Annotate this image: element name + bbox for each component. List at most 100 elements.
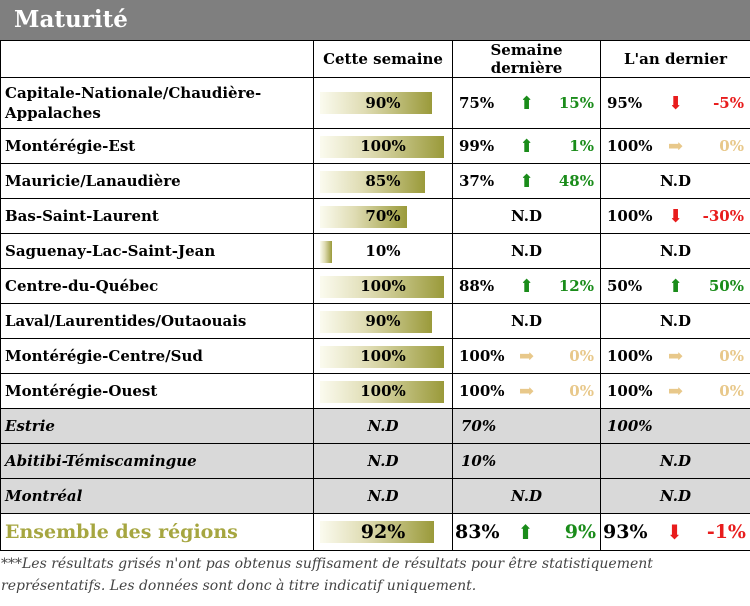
this-week-value: N.D — [313, 443, 453, 479]
last-year-cell: 100% ➡ 0% — [600, 128, 750, 164]
previous-value: 100% — [607, 207, 653, 225]
last-year-value: N.D — [600, 478, 750, 514]
header-this-week: Cette semaine — [313, 40, 453, 78]
previous-value: 83% — [455, 521, 500, 543]
last-year-cell-pair: 50% ⬆ 50% — [601, 276, 750, 297]
this-week-value: 90% — [365, 94, 401, 112]
page-title: Maturité — [0, 0, 750, 40]
arrow-right-icon: ➡ — [667, 380, 684, 402]
region-name: Saguenay-Lac-Saint-Jean — [0, 233, 314, 269]
last-year-cell: 50% ⬆ 50% — [600, 268, 750, 304]
this-week-cell: 70% — [313, 198, 453, 234]
total-label: Ensemble des régions — [0, 513, 314, 551]
table-row: Montérégie-Centre/Sud 100% 100% ➡ 0% 100% ➡ 0% — [0, 338, 750, 374]
last-week-cell-pair: 37% ⬆ 48% — [453, 171, 600, 192]
previous-value: 93% — [603, 521, 648, 543]
this-week-cell: 100% — [313, 268, 453, 304]
this-week-value: 100% — [360, 137, 406, 155]
last-year-cell: N.D — [600, 303, 750, 339]
last-year-cell: N.D — [600, 233, 750, 269]
region-name: Montréal — [0, 478, 314, 514]
table-row-grey: Montréal N.D N.D N.D — [0, 478, 750, 514]
change-value: 0% — [719, 382, 744, 400]
last-year-value: 100% — [600, 408, 750, 444]
region-name: Centre-du-Québec — [0, 268, 314, 304]
this-week-value: 10% — [365, 242, 401, 260]
this-week-value: N.D — [313, 408, 453, 444]
change-value: 9% — [564, 521, 596, 543]
region-name: Laval/Laurentides/Outaouais — [0, 303, 314, 339]
change-value: 50% — [708, 277, 744, 295]
this-week-cell: 100% — [313, 338, 453, 374]
previous-value: 88% — [459, 277, 495, 295]
last-year-cell-pair: 100% ⬇ -30% — [601, 206, 750, 227]
change-value: -5% — [713, 94, 744, 112]
change-value: 0% — [569, 382, 594, 400]
last-week-cell: 37% ⬆ 48% — [452, 163, 601, 199]
arrow-up-icon: ⬆ — [518, 92, 535, 114]
table-row-grey: Abitibi-Témiscamingue N.D 10% N.D — [0, 443, 750, 479]
last-week-cell-pair: 88% ⬆ 12% — [453, 276, 600, 297]
header-last-year: L'an dernier — [600, 40, 750, 78]
this-week-value: 100% — [360, 347, 406, 365]
progress-bar — [320, 521, 434, 543]
previous-value: 99% — [459, 137, 495, 155]
progress-bar — [320, 171, 425, 193]
last-week-cell-pair: 100% ➡ 0% — [453, 381, 600, 402]
total-row: Ensemble des régions 92% 83% ⬆ 9% 93% ⬇ -1% — [0, 513, 750, 551]
arrow-up-icon: ⬆ — [667, 275, 684, 297]
last-year-cell: 100% ⬇ -30% — [600, 198, 750, 234]
last-year-cell: 100% ➡ 0% — [600, 338, 750, 374]
region-name: Abitibi-Témiscamingue — [0, 443, 314, 479]
progress-bar — [320, 276, 444, 298]
last-week-cell: 75% ⬆ 15% — [452, 77, 601, 129]
arrow-right-icon: ➡ — [518, 345, 535, 367]
this-week-cell: 100% — [313, 128, 453, 164]
last-year-cell: N.D — [600, 163, 750, 199]
last-week-cell: N.D — [452, 233, 601, 269]
this-week-value: 70% — [365, 207, 401, 225]
last-year-cell-pair: 100% ➡ 0% — [601, 136, 750, 157]
last-year-cell-pair: 95% ⬇ -5% — [601, 93, 750, 114]
last-week-cell-pair: 75% ⬆ 15% — [453, 93, 600, 114]
change-value: 0% — [719, 137, 744, 155]
progress-bar — [320, 92, 432, 114]
region-name: Bas-Saint-Laurent — [0, 198, 314, 234]
maturity-table: Cette semaine Semaine dernière L'an dern… — [0, 40, 750, 551]
progress-bar — [320, 136, 444, 158]
header-last-week: Semaine dernière — [452, 40, 601, 78]
table-row: Mauricie/Lanaudière 85% 37% ⬆ 48% N.D — [0, 163, 750, 199]
change-value: 12% — [558, 277, 594, 295]
progress-bar — [320, 206, 407, 228]
last-week-cell: 100% ➡ 0% — [452, 373, 601, 409]
last-week-cell: 99% ⬆ 1% — [452, 128, 601, 164]
this-week-value: 100% — [360, 382, 406, 400]
change-value: 0% — [569, 347, 594, 365]
last-week-cell: N.D — [452, 303, 601, 339]
arrow-down-icon: ⬇ — [667, 205, 684, 227]
change-value: 1% — [569, 137, 594, 155]
previous-value: 100% — [607, 347, 653, 365]
change-value: 48% — [558, 172, 594, 190]
region-name: Montérégie-Ouest — [0, 373, 314, 409]
this-week-value: 85% — [365, 172, 401, 190]
last-week-value: 70% — [452, 408, 601, 444]
header-row: Cette semaine Semaine dernière L'an dern… — [0, 40, 750, 78]
arrow-right-icon: ➡ — [518, 380, 535, 402]
this-week-cell: 85% — [313, 163, 453, 199]
arrow-down-icon: ⬇ — [667, 92, 684, 114]
table-row: Bas-Saint-Laurent 70% N.D 100% ⬇ -30% — [0, 198, 750, 234]
this-week-value: 100% — [360, 277, 406, 295]
arrow-up-icon: ⬆ — [517, 520, 534, 544]
last-week-value: 10% — [452, 443, 601, 479]
this-week-cell: 100% — [313, 373, 453, 409]
last-week-cell-pair: 100% ➡ 0% — [453, 346, 600, 367]
table-row-grey: Estrie N.D 70% 100% — [0, 408, 750, 444]
table-row: Montérégie-Ouest 100% 100% ➡ 0% 100% ➡ 0% — [0, 373, 750, 409]
change-value: -1% — [706, 521, 746, 543]
change-value: 15% — [558, 94, 594, 112]
this-week-cell: 92% — [313, 513, 453, 551]
this-week-value: 90% — [365, 312, 401, 330]
region-name: Montérégie-Centre/Sud — [0, 338, 314, 374]
previous-value: 50% — [607, 277, 643, 295]
